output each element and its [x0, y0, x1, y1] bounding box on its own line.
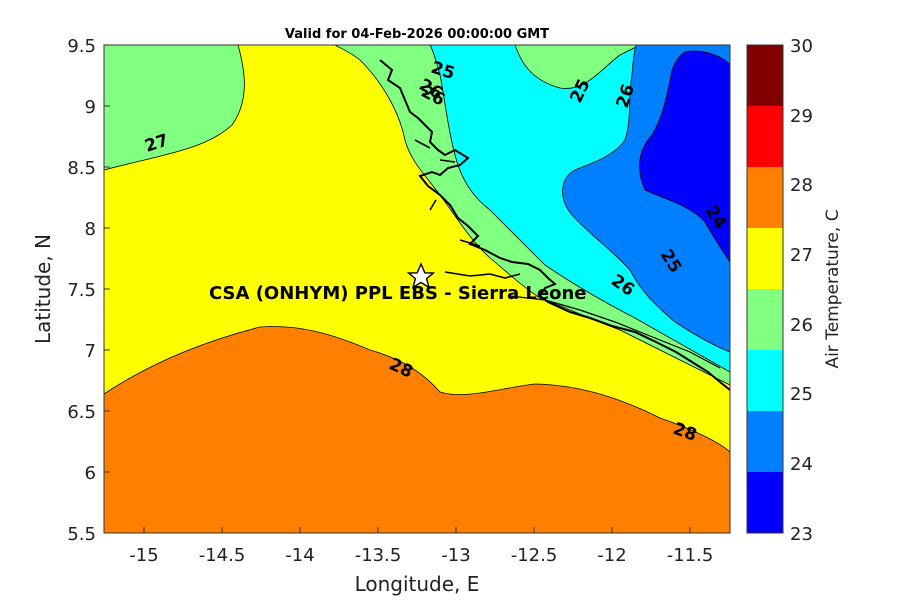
colorbar-tick-label: 24: [790, 454, 813, 475]
colorbar-label: Air Temperature, C: [823, 209, 843, 368]
coastline-islands: [414, 139, 521, 279]
x-tick-label: -15: [129, 545, 158, 566]
y-tick-label: 7.5: [67, 280, 96, 301]
zone-28-29: [104, 326, 730, 533]
colorbar-tick-label: 26: [790, 315, 813, 336]
colorbar-band-22-23: [747, 472, 783, 533]
y-tick-label: 8: [85, 219, 96, 240]
x-tick-label: -14.5: [199, 545, 246, 566]
x-tick-label: -12: [597, 545, 626, 566]
zone-26-27-northwest: [104, 45, 245, 171]
y-tick-label: 8.5: [67, 158, 96, 179]
colorbar-band-29-30: [747, 45, 783, 106]
x-tick-label: -11.5: [667, 545, 714, 566]
site-label: CSA (ONHYM) PPL EBS - Sierra Leone: [209, 283, 586, 304]
colorbar-band-27-28: [747, 167, 783, 228]
colorbar-frame: [746, 44, 784, 534]
y-tick-label: 6.5: [67, 402, 96, 423]
x-tick-label: -13.5: [355, 545, 402, 566]
colorbar-tick-label: 27: [790, 245, 813, 266]
colorbar-band-28-29: [747, 106, 783, 167]
x-axis-label: Longitude, E: [355, 572, 480, 596]
colorbar-band-23-24: [747, 411, 783, 472]
temperature-map: [104, 45, 730, 533]
colorbar-tick-label: 23: [790, 524, 813, 545]
coastline-shelf: [509, 295, 721, 369]
colorbar-tick-label: 30: [790, 36, 813, 57]
x-tick-label: -13: [441, 545, 470, 566]
colorbar-band-25-26: [747, 289, 783, 350]
coastline: [379, 59, 730, 391]
y-tick-label: 9: [85, 97, 96, 118]
y-tick-label: 6: [85, 463, 96, 484]
colorbar: 30 29 28 27 26 25 24 23 Air Temperature,…: [746, 36, 843, 545]
figure-title: Valid for 04-Feb-2026 00:00:00 GMT: [285, 27, 549, 42]
colorbar-band-24-25: [747, 350, 783, 411]
star-icon: [406, 262, 436, 289]
y-tick-label: 7: [85, 341, 96, 362]
colorbar-tick-label: 29: [790, 106, 813, 127]
colorbar-tick-label: 25: [790, 384, 813, 405]
y-tick-label: 5.5: [67, 524, 96, 545]
y-tick-label: 9.5: [67, 36, 96, 57]
zone-23-24: [639, 50, 730, 263]
colorbar-tick-label: 28: [790, 175, 813, 196]
y-axis: 9.5 9 8.5 8 7.5 7 6.5 6 5.5 Latitude, N: [31, 36, 110, 545]
y-axis-label: Latitude, N: [31, 234, 55, 344]
x-tick-label: -12.5: [511, 545, 558, 566]
x-tick-label: -14: [285, 545, 314, 566]
x-axis: -15 -14.5 -14 -13.5 -13 -12.5 -12 -11.5 …: [129, 527, 713, 596]
colorbar-band-26-27: [747, 228, 783, 289]
